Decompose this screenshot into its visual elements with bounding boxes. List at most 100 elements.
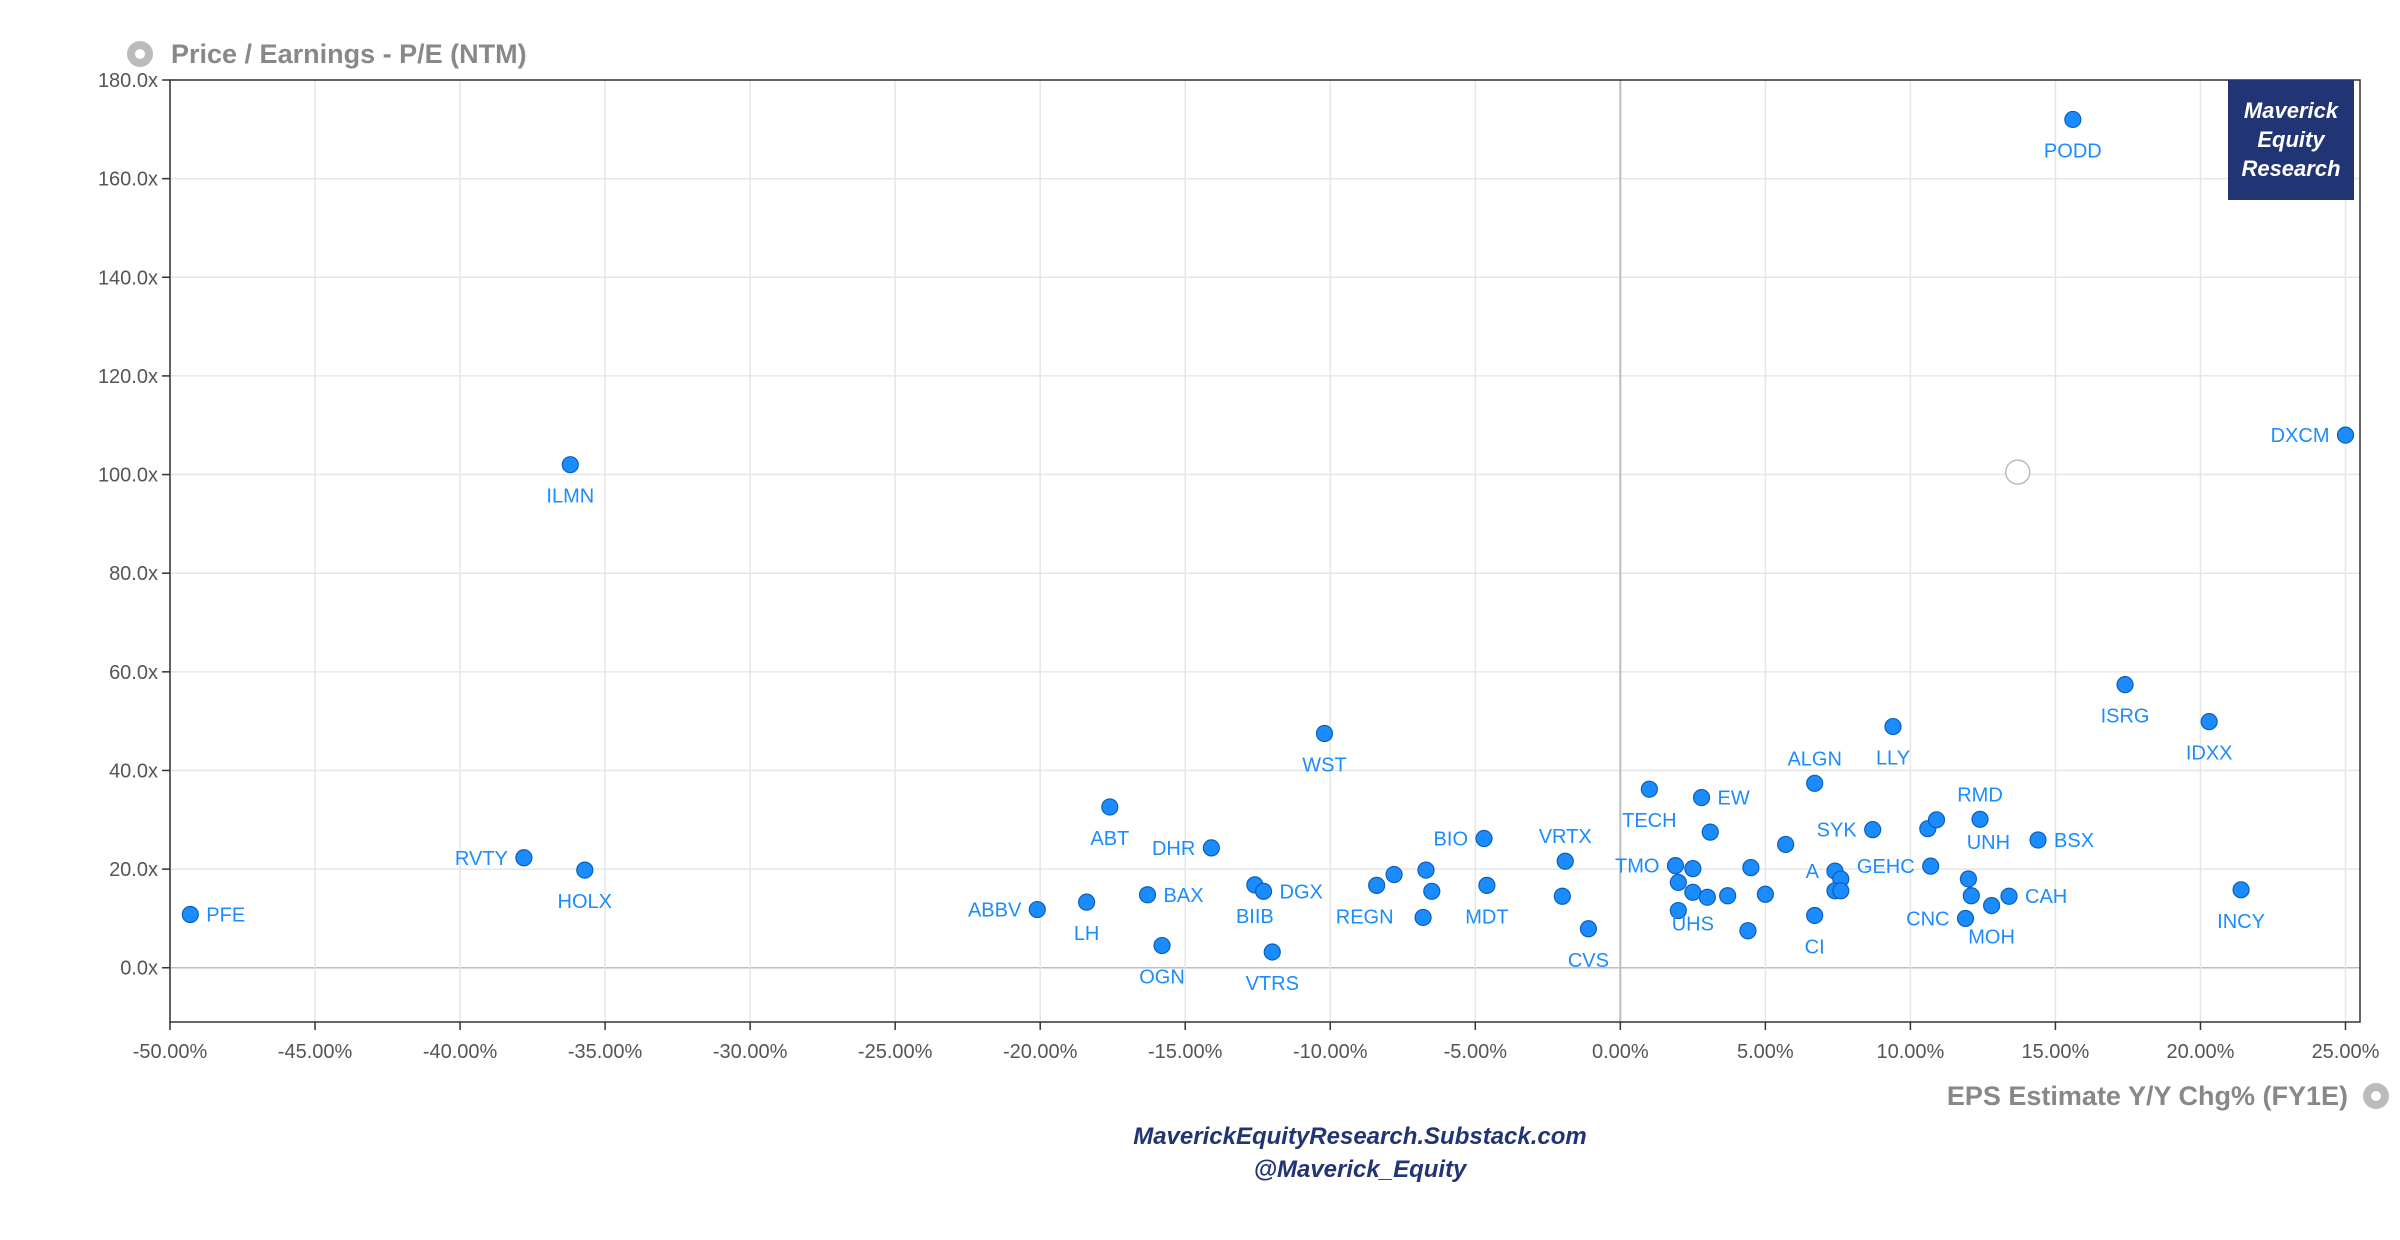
point-label: MDT — [1465, 906, 1508, 928]
x-tick-label: 15.00% — [2022, 1041, 2090, 1063]
footer-handle[interactable]: @Maverick_Equity — [1254, 1156, 1468, 1183]
x-tick-label: -20.00% — [1003, 1041, 1078, 1063]
x-tick-label: -50.00% — [133, 1041, 208, 1063]
point-label: A — [1806, 861, 1820, 883]
data-points: PFE RVTY HOLX ILMN ABBV LH ABT BAX OGN DHR BIIB DGX… — [181, 110, 2355, 995]
point-label: BIO — [1434, 829, 1468, 851]
y-tick-label: 120.0x — [98, 366, 158, 388]
x-tick-label: 0.00% — [1592, 1041, 1649, 1063]
logo-line-2: Equity — [2257, 127, 2326, 152]
x-tick-label: 10.00% — [1876, 1041, 1944, 1063]
data-point — [1692, 788, 1711, 807]
data-point — [2064, 110, 2082, 129]
x-tick-label: -45.00% — [278, 1041, 353, 1063]
data-point — [2200, 713, 2218, 731]
data-point — [576, 861, 594, 879]
data-point — [1202, 839, 1220, 857]
point-label: OGN — [1139, 967, 1185, 989]
point-label: RVTY — [455, 848, 508, 870]
x-tick-label: -15.00% — [1148, 1041, 1223, 1063]
data-point — [1414, 908, 1432, 927]
point-label: ABT — [1090, 828, 1129, 850]
data-point — [1368, 876, 1386, 894]
x-tick-label: 25.00% — [2312, 1041, 2380, 1063]
y-tick-label: 0.0x — [120, 958, 158, 980]
point-label: HOLX — [558, 891, 612, 913]
footer-site[interactable]: MaverickEquityResearch.Substack.com — [1133, 1123, 1587, 1150]
data-point — [1739, 922, 1757, 940]
data-point — [1806, 906, 1824, 925]
data-point — [1884, 717, 1902, 736]
point-label: BAX — [1164, 885, 1204, 907]
point-label: CI — [1805, 936, 1825, 958]
point-label: UNH — [1967, 832, 2010, 854]
data-point — [1962, 887, 1980, 905]
data-point — [2336, 426, 2355, 444]
logo-line-3: Research — [2241, 156, 2340, 181]
point-label: TMO — [1615, 856, 1659, 878]
point-label: LLY — [1876, 748, 1910, 770]
y-tick-label: 180.0x — [98, 70, 158, 92]
data-point — [1478, 876, 1496, 894]
data-point — [1806, 774, 1824, 792]
data-point — [1078, 893, 1096, 911]
point-label: TECH — [1622, 810, 1676, 832]
data-point — [1101, 798, 1119, 816]
gridlines — [169, 79, 2360, 1022]
x-tick-label: 20.00% — [2167, 1041, 2235, 1063]
data-point — [1553, 887, 1571, 905]
chart-title: Price / Earnings - P/E (NTM) — [171, 39, 527, 69]
title-gear-icon[interactable] — [127, 41, 153, 67]
data-point — [1971, 810, 1989, 828]
x-axis-title: EPS Estimate Y/Y Chg% (FY1E) — [1947, 1081, 2348, 1111]
data-point — [1423, 882, 1441, 900]
data-point — [181, 905, 199, 924]
point-label: VTRS — [1246, 973, 1299, 995]
point-label: DGX — [1280, 881, 1323, 903]
data-point — [1669, 873, 1687, 892]
point-label: UHS — [1672, 913, 1714, 935]
hollow-marker — [2004, 459, 2031, 485]
data-point — [1927, 811, 1946, 829]
xlabel-gear-icon[interactable] — [2363, 1083, 2389, 1109]
point-label: ABBV — [968, 900, 1022, 922]
y-tick-label: 140.0x — [98, 267, 158, 289]
logo-line-1: Maverick — [2244, 98, 2340, 123]
data-point — [1028, 900, 1046, 919]
data-point — [1684, 860, 1702, 878]
point-label: EW — [1718, 788, 1750, 810]
x-tick-label: -5.00% — [1444, 1041, 1508, 1063]
data-point — [1138, 886, 1157, 904]
data-point — [1983, 897, 2001, 915]
data-point — [1417, 861, 1435, 879]
data-point — [1959, 870, 1978, 888]
data-point — [1719, 887, 1737, 905]
data-point — [2000, 887, 2018, 905]
y-tick-label: 60.0x — [109, 662, 158, 684]
point-label: VRTX — [1539, 826, 1592, 848]
x-axis-ticks: -50.00% -45.00% -40.00% -35.00% -30.00% -25.0… — [133, 1022, 2380, 1063]
point-label: DXCM — [2271, 425, 2330, 447]
point-label: SYK — [1817, 820, 1858, 842]
data-point — [515, 849, 533, 867]
data-point — [1475, 829, 1493, 848]
data-point — [1956, 909, 1975, 928]
data-point — [2116, 676, 2134, 694]
x-tick-label: -40.00% — [423, 1041, 498, 1063]
point-label: ALGN — [1787, 748, 1841, 770]
data-point — [1864, 821, 1882, 839]
point-label: RMD — [1957, 784, 2003, 806]
data-point — [1579, 920, 1598, 938]
point-label: IDXX — [2186, 743, 2233, 765]
point-label: CNC — [1906, 908, 1949, 930]
x-tick-label: 5.00% — [1737, 1041, 1794, 1063]
plot-border — [169, 79, 2361, 1023]
data-point — [1684, 883, 1702, 901]
data-point — [1385, 865, 1403, 884]
data-point — [561, 456, 579, 474]
data-point — [1315, 724, 1334, 743]
data-point — [1742, 859, 1760, 877]
data-point — [1263, 943, 1281, 961]
data-point — [1832, 882, 1850, 900]
